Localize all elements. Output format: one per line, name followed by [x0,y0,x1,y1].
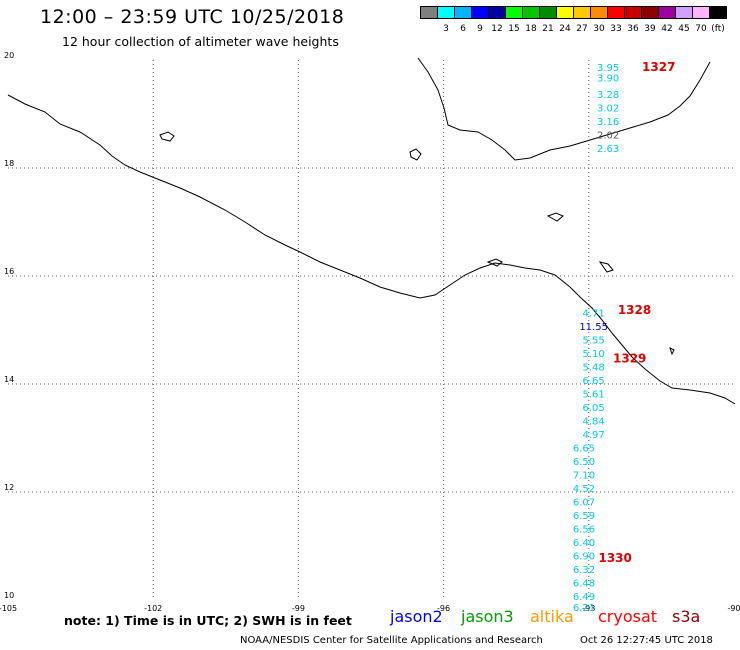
credit-text: NOAA/NESDIS Center for Satellite Applica… [240,635,543,646]
legend-label: 6 [460,24,466,34]
legend-label: 15 [508,24,520,34]
satellite-altika: altika [530,607,574,626]
lon-tick-label: -93 [582,604,595,613]
swh-value: 3.90 [597,74,619,85]
legend-swatch [437,6,455,19]
legend-swatch [471,6,489,19]
swh-value: 6.56 [573,525,595,536]
legend-swatch [607,6,625,19]
legend-label: 18 [525,24,537,34]
legend-swatch [556,6,574,19]
lat-tick-label: 20 [4,51,14,60]
swh-measurements: 3.953.90 3.28 3.02 3.16 2.02 2.63 4.71 11.55 5.5… [573,63,619,614]
lon-tick-label: -96 [437,604,450,613]
lon-tick-label: -99 [292,604,305,613]
pass-number: 1327 [642,60,675,74]
swh-value: 11.55 [579,322,608,333]
legend-label: 24 [559,24,571,34]
legend-label: 27 [576,24,588,34]
swh-value: 3.16 [597,117,619,128]
islands [159,131,675,356]
legend-swatch [454,6,472,19]
legend-swatch [573,6,591,19]
legend-label: 42 [661,24,673,34]
legend-swatch [420,6,438,19]
swh-value: 3.02 [597,103,619,114]
lon-tick-label: -90 [727,604,740,613]
lat-tick-label: 16 [4,267,14,276]
legend-label: 33 [610,24,622,34]
satellite-s3a: s3a [672,607,701,626]
swh-value: 3.28 [597,90,619,101]
swh-value: 6.40 [573,538,595,549]
swh-value: 4.97 [583,430,605,441]
swh-value: 6.21 [573,603,595,614]
legend-swatch [488,6,506,19]
legend-unit: (ft) [711,24,725,34]
axis-tick-labels: -105 -102 -99 -96 -93 -90 20 18 16 14 12 10 [0,51,740,613]
swh-value: 6.65 [583,376,605,387]
swh-value: 4.71 [583,309,605,320]
swh-value: 6.48 [573,579,595,590]
legend-label: 36 [627,24,639,34]
legend-label: 30 [593,24,605,34]
subtitle: 12 hour collection of altimeter wave hei… [62,34,339,49]
legend-swatch [522,6,540,19]
lat-tick-label: 12 [4,483,14,492]
lon-tick-label: -102 [144,604,162,613]
legend-swatch [658,6,676,19]
swh-value: 5.48 [583,363,605,374]
legend-swatch [709,6,727,19]
swh-value: 5.61 [583,390,605,401]
legend-label: 70 [695,24,707,34]
coastline [7,94,736,405]
legend-swatch [641,6,659,19]
note-text: note: 1) Time is in UTC; 2) SWH is in fe… [64,613,352,628]
swh-value: 6.50 [573,457,595,468]
satellite-jason2: jason2 [390,607,443,626]
swh-value: 6.05 [583,403,605,414]
legend-label: 3 [443,24,449,34]
swh-value: 5.10 [583,349,605,360]
swh-value: 6.59 [573,511,595,522]
swh-value: 6.65 [573,444,595,455]
lat-tick-label: 10 [4,591,14,600]
lat-tick-label: 14 [4,375,14,384]
legend-label: 39 [644,24,656,34]
swh-value: 6.32 [573,565,595,576]
pass-labels: 1327 1328 1329 1330 [598,60,675,565]
page-title: 12:00 – 23:59 UTC 10/25/2018 [40,6,345,28]
timestamp: Oct 26 12:27:45 UTC 2018 [580,635,713,646]
swh-value: 2.63 [597,144,619,155]
legend-label: 9 [477,24,483,34]
legend-swatch [590,6,608,19]
swh-value: 4.52 [573,484,595,495]
pass-number: 1330 [598,551,631,565]
swh-value: 4.84 [583,417,605,428]
legend-label: 21 [542,24,554,34]
lat-lon-grid [8,60,734,600]
pass-number: 1328 [618,303,651,317]
legend-label: 12 [491,24,503,34]
swh-value: 7.10 [573,471,595,482]
satellite-jason3: jason3 [461,607,514,626]
swh-value: 3.95 [597,63,619,74]
pass-number: 1329 [613,351,646,365]
legend-swatch [505,6,523,19]
swh-value: 6.90 [573,552,595,563]
swh-value: 5.55 [583,336,605,347]
legend-swatch [675,6,693,19]
legend-swatch [692,6,710,19]
lon-tick-label: -105 [0,604,17,613]
swh-value: 2.02 [597,130,619,141]
gulf-coastline [417,57,711,161]
lat-tick-label: 18 [4,159,14,168]
satellite-cryosat: cryosat [598,607,658,626]
legend-label: 45 [678,24,690,34]
legend-swatch [624,6,642,19]
legend-swatch [539,6,557,19]
swh-value: 6.49 [573,592,595,603]
swh-value: 6.07 [573,498,595,509]
